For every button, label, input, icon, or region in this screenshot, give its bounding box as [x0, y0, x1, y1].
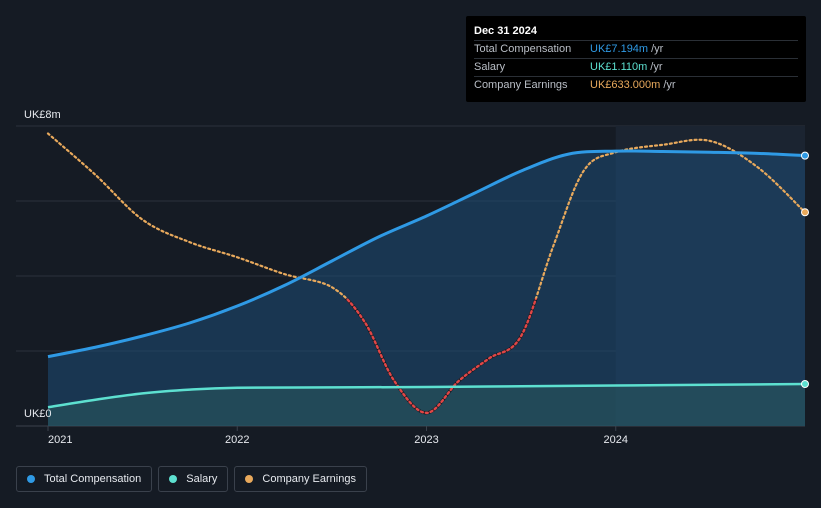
salary-area	[48, 384, 805, 426]
tooltip-panel: Dec 31 2024 Total Compensation UK£7.194m…	[466, 16, 806, 102]
tooltip-value: UK£7.194m	[590, 43, 649, 55]
series-end-marker	[801, 208, 809, 217]
legend-dot-icon	[169, 475, 178, 483]
legend-dot-icon	[27, 475, 35, 483]
tooltip-row-salary: Salary UK£1.110m /yr	[474, 58, 798, 76]
tooltip-unit: /yr	[651, 43, 664, 55]
tooltip-unit: /yr	[650, 61, 663, 73]
salary-line	[47, 382, 806, 409]
series-areas	[48, 150, 805, 426]
tooltip-date: Dec 31 2024	[474, 25, 537, 37]
legend-label: Total Compensation	[44, 473, 142, 485]
series-lines	[46, 132, 807, 415]
tooltip-row-total-compensation: Total Compensation UK£7.194m /yr	[474, 40, 798, 58]
x-tick-label: 2021	[48, 434, 72, 446]
tooltip-value: UK£1.110m	[590, 61, 648, 73]
x-tick-label: 2023	[414, 434, 438, 446]
x-tick-label: 2022	[225, 434, 249, 446]
legend-label: Salary	[186, 473, 218, 485]
legend-dot-icon	[245, 475, 254, 483]
x-axis-ticks: 2021 2022 2023 2024	[47, 426, 628, 446]
series-end-marker	[801, 151, 809, 160]
tooltip-row-company-earnings: Company Earnings UK£633.000m /yr	[474, 76, 798, 94]
legend-label: Company Earnings	[262, 473, 356, 485]
tooltip-value: UK£633.000m	[590, 79, 661, 91]
legend-item-total-compensation[interactable]: Total Compensation	[16, 466, 153, 492]
total-compensation-area	[48, 150, 805, 426]
tooltip-label: Total Compensation	[474, 43, 572, 55]
tooltip-label: Company Earnings	[474, 79, 568, 91]
tooltip-label: Salary	[474, 61, 506, 73]
y-axis-label-top: UK£8m	[24, 109, 61, 121]
chart-legend: Total Compensation Salary Company Earnin…	[16, 466, 367, 492]
company-earnings-low-segment	[344, 298, 538, 415]
legend-item-company-earnings[interactable]: Company Earnings	[234, 466, 367, 492]
x-tick-label: 2024	[604, 434, 628, 446]
series-end-markers	[801, 151, 809, 388]
y-axis-label-bottom: UK£0	[24, 408, 52, 420]
total-compensation-line	[47, 149, 806, 359]
tooltip-unit: /yr	[663, 79, 676, 91]
legend-item-salary[interactable]: Salary	[158, 466, 229, 492]
series-end-marker	[801, 380, 809, 388]
